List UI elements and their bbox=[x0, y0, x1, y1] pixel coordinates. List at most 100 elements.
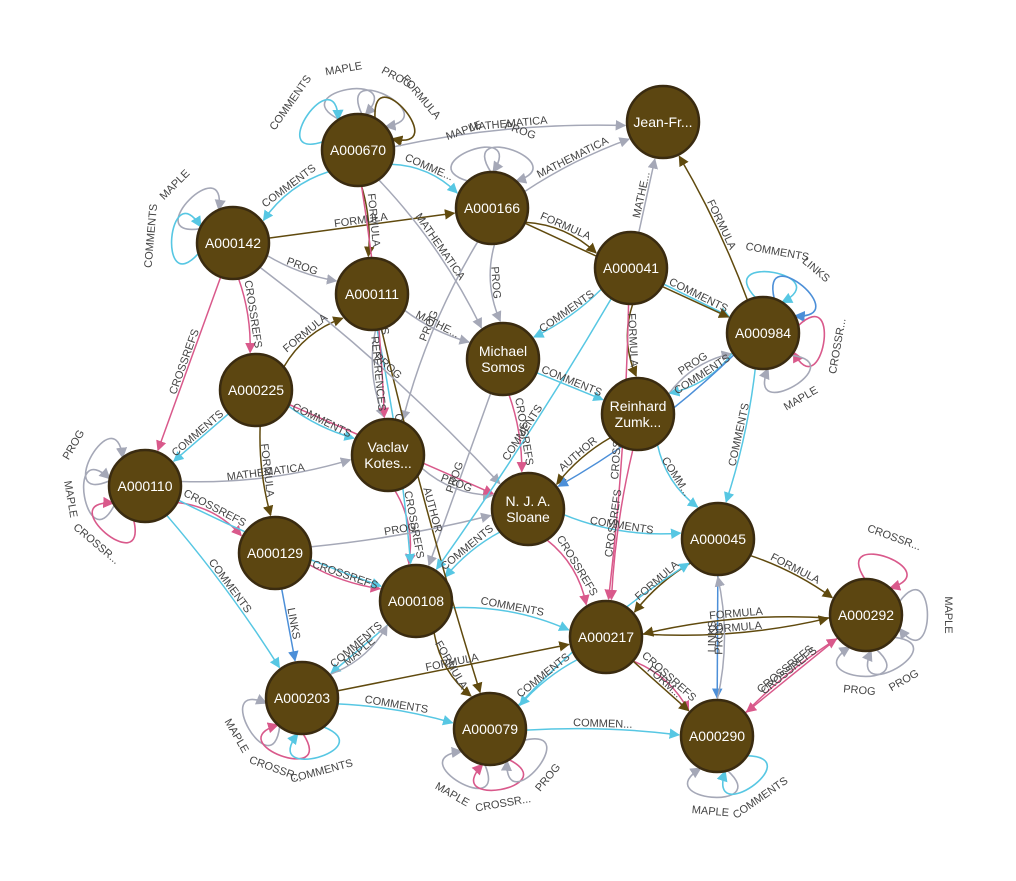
node-a000292[interactable]: A000292 bbox=[828, 577, 904, 653]
node-a000225[interactable]: A000225 bbox=[218, 352, 294, 428]
node-circle[interactable] bbox=[378, 563, 454, 639]
node-circle[interactable] bbox=[725, 295, 801, 371]
edge-a000142-a000110[interactable] bbox=[156, 276, 222, 452]
node-circle[interactable] bbox=[625, 84, 701, 160]
self-loop-a000670-formula[interactable] bbox=[374, 96, 416, 147]
node-kotes[interactable]: VaclavKotes... bbox=[350, 417, 426, 493]
self-loop-a000292-maple[interactable] bbox=[898, 589, 929, 641]
self-loop-a000110-maple[interactable] bbox=[82, 467, 116, 521]
node-circle[interactable] bbox=[680, 501, 756, 577]
node-a000129[interactable]: A000129 bbox=[237, 515, 313, 591]
edge-a000110-kotes[interactable] bbox=[180, 457, 352, 483]
node-a000984[interactable]: A000984 bbox=[725, 295, 801, 371]
edge-a000108-a000217[interactable] bbox=[451, 606, 570, 631]
node-circle[interactable] bbox=[454, 170, 530, 246]
node-circle[interactable] bbox=[107, 448, 183, 524]
self-loop-a000079-crossrefs[interactable] bbox=[471, 758, 525, 792]
self-loop-a000984-comments[interactable] bbox=[745, 270, 798, 304]
self-loop-a000142-comments[interactable] bbox=[170, 212, 202, 265]
node-a000670[interactable]: A000670 bbox=[320, 112, 396, 188]
edge-a000142-sloane[interactable] bbox=[259, 266, 501, 485]
self-loop-a000670-comments[interactable] bbox=[299, 98, 344, 145]
self-loop-a000984-maple[interactable] bbox=[759, 354, 812, 394]
node-a000111[interactable]: A000111 bbox=[334, 256, 410, 332]
self-loop-a000079-maple[interactable] bbox=[441, 746, 490, 790]
self-loop-a000670-maple[interactable] bbox=[323, 87, 377, 121]
edge-a000142-a000166[interactable] bbox=[268, 209, 456, 239]
node-circle[interactable] bbox=[828, 577, 904, 653]
edge-a000110-a000203[interactable] bbox=[165, 514, 281, 669]
edge-a000217-a000292[interactable] bbox=[641, 615, 830, 637]
edge-a000670-a000142[interactable] bbox=[262, 170, 330, 222]
node-jeanfr[interactable]: Jean-Fr... bbox=[625, 84, 701, 160]
edge-a000142-a000225[interactable] bbox=[237, 278, 256, 354]
self-loop-a000292-prog[interactable] bbox=[862, 636, 915, 676]
self-loop-a000984-crossrefs[interactable] bbox=[792, 315, 826, 368]
edge-a000129-sloane[interactable] bbox=[310, 512, 492, 548]
edge-a000203-a000108[interactable] bbox=[329, 624, 388, 676]
edge-a000041-somos[interactable] bbox=[533, 288, 603, 338]
node-circle[interactable] bbox=[350, 417, 426, 493]
edge-a000045-a000290[interactable] bbox=[711, 574, 723, 700]
edge-a000217-a000079[interactable] bbox=[519, 658, 579, 707]
edge-sloane-a000045[interactable] bbox=[563, 513, 682, 540]
node-circle[interactable] bbox=[320, 112, 396, 188]
self-loop-a000110-prog[interactable] bbox=[84, 437, 128, 486]
node-zumk[interactable]: ReinhardZumk... bbox=[600, 376, 676, 452]
self-loop-a000203-maple[interactable] bbox=[241, 694, 281, 747]
edge-a000217-a000290[interactable] bbox=[632, 660, 690, 712]
edge-a000225-a000129[interactable] bbox=[259, 425, 274, 517]
edge-a000079-a000290[interactable] bbox=[525, 727, 681, 739]
edge-sloane-a000108[interactable] bbox=[444, 531, 501, 578]
edge-a000142-a000111[interactable] bbox=[266, 254, 338, 285]
node-circle[interactable] bbox=[490, 471, 566, 547]
self-loop-a000292-prog[interactable] bbox=[835, 646, 888, 678]
self-loop-a000079-prog[interactable] bbox=[500, 738, 548, 783]
edge-kotes-sloane[interactable] bbox=[421, 467, 494, 501]
node-circle[interactable] bbox=[452, 691, 528, 767]
edge-a000108-a000079[interactable] bbox=[433, 632, 472, 697]
node-a000110[interactable]: A000110 bbox=[107, 448, 183, 524]
edge-a000984-zumk[interactable] bbox=[668, 352, 734, 397]
edge-a000225-a000110[interactable] bbox=[172, 412, 230, 462]
node-a000290[interactable]: A000290 bbox=[679, 698, 755, 774]
edge-a000041-a000108[interactable] bbox=[436, 297, 613, 570]
node-circle[interactable] bbox=[264, 660, 340, 736]
node-circle[interactable] bbox=[679, 698, 755, 774]
self-loop-a000203-comments[interactable] bbox=[287, 726, 341, 761]
node-a000079[interactable]: A000079 bbox=[452, 691, 528, 767]
edge-a000111-somos[interactable] bbox=[403, 309, 470, 345]
node-circle[interactable] bbox=[568, 599, 644, 675]
edge-somos-sloane[interactable] bbox=[508, 394, 528, 473]
edge-zumk-a000045[interactable] bbox=[656, 444, 699, 508]
edge-a000041-jeanfr[interactable] bbox=[637, 158, 658, 233]
edge-a000203-a000079[interactable] bbox=[337, 703, 454, 726]
self-loop-a000292-crossrefs[interactable] bbox=[857, 553, 908, 591]
edge-a000166-jeanfr[interactable] bbox=[523, 137, 631, 193]
edge-zumk-a000217[interactable] bbox=[606, 449, 634, 601]
node-circle[interactable] bbox=[600, 376, 676, 452]
self-loop-a000110-crossrefs[interactable] bbox=[91, 496, 136, 544]
node-a000045[interactable]: A000045 bbox=[680, 501, 756, 577]
edge-a000292-a000217[interactable] bbox=[642, 615, 831, 637]
edge-a000225-kotes[interactable] bbox=[287, 405, 355, 441]
self-loop-a000670-prog[interactable] bbox=[357, 89, 405, 131]
node-a000041[interactable]: A000041 bbox=[593, 230, 669, 306]
self-loop-a000166-maple[interactable] bbox=[450, 146, 504, 182]
self-loop-a000203-crossrefs[interactable] bbox=[260, 722, 311, 760]
node-circle[interactable] bbox=[237, 515, 313, 591]
self-loop-a000142-maple[interactable] bbox=[177, 187, 226, 231]
edge-a000129-a000203[interactable] bbox=[280, 588, 299, 662]
node-a000108[interactable]: A000108 bbox=[378, 563, 454, 639]
self-loop-a000166-prog[interactable] bbox=[483, 146, 534, 184]
edge-a000166-kotes[interactable] bbox=[400, 240, 479, 421]
node-a000166[interactable]: A000166 bbox=[454, 170, 530, 246]
edge-a000670-a000166[interactable] bbox=[391, 163, 458, 194]
edge-somos-zumk[interactable] bbox=[536, 371, 604, 401]
node-a000203[interactable]: A000203 bbox=[264, 660, 340, 736]
node-a000217[interactable]: A000217 bbox=[568, 599, 644, 675]
node-circle[interactable] bbox=[334, 256, 410, 332]
edge-a000984-jeanfr[interactable] bbox=[678, 155, 749, 301]
edge-a000045-a000292[interactable] bbox=[749, 554, 834, 599]
node-circle[interactable] bbox=[218, 352, 294, 428]
